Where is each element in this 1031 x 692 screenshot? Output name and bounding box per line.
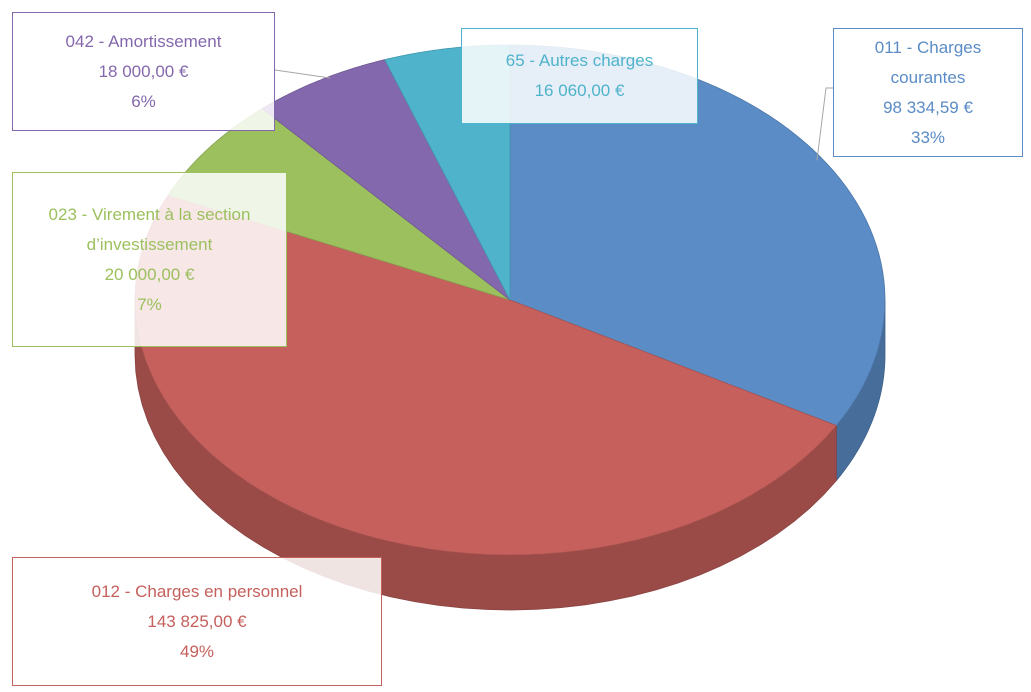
label-text: 023 - Virement à la section d’investisse…: [48, 204, 251, 254]
leader-line: [816, 87, 833, 161]
label-text: 012 - Charges en personnel: [91, 581, 303, 601]
label-text: 042 - Amortissement: [65, 31, 222, 51]
label-text: 98 334,59 €: [883, 97, 973, 117]
label-text: 143 825,00 €: [147, 611, 247, 631]
label-text: 011 - Charges courantes: [874, 37, 982, 87]
data-label: 65 - Autres charges 16 060,00 €: [461, 28, 698, 124]
data-label: 011 - Charges courantes 98 334,59 € 33%: [833, 28, 1023, 157]
data-label: 023 - Virement à la section d’investisse…: [12, 172, 287, 347]
data-label: 012 - Charges en personnel 143 825,00 € 49…: [12, 557, 382, 686]
label-text: 7%: [137, 294, 162, 314]
label-text: 33%: [910, 127, 946, 147]
leader-line: [274, 69, 331, 79]
label-text: 6%: [131, 91, 156, 111]
leader-lines: [274, 69, 833, 161]
label-text: 18 000,00 €: [98, 61, 189, 81]
label-text: 49%: [179, 641, 215, 661]
label-text: 65 - Autres charges: [505, 51, 654, 70]
label-text: 16 060,00 €: [534, 81, 625, 100]
data-label: 042 - Amortissement 18 000,00 € 6%: [12, 12, 275, 131]
label-text: 20 000,00 €: [104, 264, 195, 284]
pie-slice: [261, 59, 511, 301]
